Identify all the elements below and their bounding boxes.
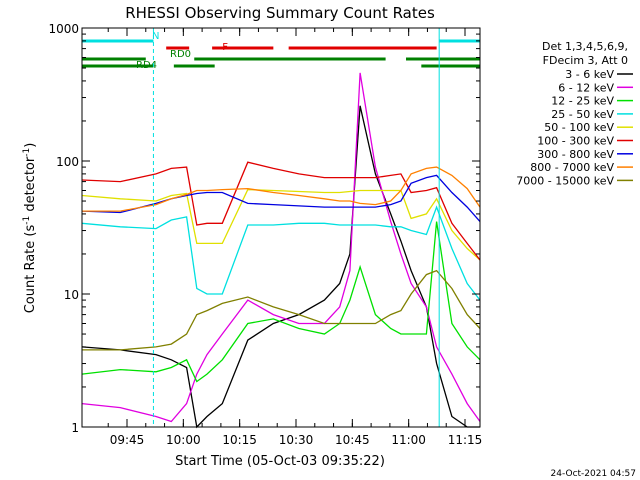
flag-label-f: F <box>222 42 228 53</box>
y-axis-label: Count Rate (s-1 detector-1) <box>22 143 38 314</box>
legend: Det 1,3,4,5,6,9, FDecim 3, Att 0 3 - 6 k… <box>516 40 633 187</box>
x-tick-label: 09:45 <box>110 433 145 447</box>
x-axis-label: Start Time (05-Oct-03 09:35:22) <box>175 454 385 469</box>
date-stamp: 24-Oct-2021 04:57 <box>551 469 636 479</box>
series-line-12-25-kev <box>81 221 481 383</box>
legend-label-7000-15000-kev: 7000 - 15000 keV <box>516 174 614 187</box>
x-tick-label: 10:00 <box>166 433 201 447</box>
series-line-6-12-kev <box>81 72 481 423</box>
series-lines <box>81 72 481 429</box>
series-line-300-800-kev <box>81 174 481 223</box>
series-line-50-100-kev <box>81 188 481 261</box>
vertical-markers <box>152 28 481 427</box>
legend-label-12-25-kev: 12 - 25 keV <box>551 95 614 108</box>
flag-label-n: N <box>152 31 159 42</box>
x-tick-label: 10:45 <box>335 433 370 447</box>
legend-label-25-50-kev: 25 - 50 keV <box>551 108 614 121</box>
legend-header-line-2: FDecim 3, Att 0 <box>543 54 628 67</box>
legend-label-6-12-kev: 6 - 12 keV <box>558 81 614 94</box>
x-tick-label: 10:30 <box>279 433 314 447</box>
y-tick-label: 10 <box>64 288 79 302</box>
y-tick-label: 100 <box>56 155 79 169</box>
chart-title: RHESSI Observing Summary Count Rates <box>125 4 435 22</box>
legend-label-50-100-kev: 50 - 100 keV <box>544 121 614 134</box>
x-tick-label: 11:00 <box>391 433 426 447</box>
legend-label-800-7000-kev: 800 - 7000 keV <box>530 161 614 174</box>
y-axis-ticks: 1 10 100 1000 <box>48 22 480 435</box>
series-line-800-7000-kev <box>82 166 481 212</box>
x-tick-label: 10:15 <box>222 433 257 447</box>
legend-header-line-1: Det 1,3,4,5,6,9, <box>542 40 628 53</box>
flag-label-rd4: RD4 <box>136 60 157 71</box>
y-tick-label: 1000 <box>48 22 79 36</box>
legend-label-3-6-kev: 3 - 6 keV <box>565 68 614 81</box>
y-tick-label: 1 <box>71 421 79 435</box>
x-axis-ticks: 09:45 10:00 10:15 10:30 10:45 11:00 11:15 <box>107 28 483 447</box>
legend-label-100-300-kev: 100 - 300 keV <box>537 135 614 148</box>
series-line-3-6-kev <box>81 105 480 429</box>
flag-label-rd0: RD0 <box>170 49 191 60</box>
series-line-7000-15000-kev <box>82 269 481 351</box>
series-line-25-50-kev <box>81 205 481 301</box>
x-tick-label: 11:15 <box>448 433 483 447</box>
legend-label-300-800-kev: 300 - 800 keV <box>537 148 614 161</box>
series-line-100-300-kev <box>81 161 481 261</box>
plot-frame <box>81 27 481 428</box>
flag-bars: N F RD0 RD4 <box>82 31 480 71</box>
